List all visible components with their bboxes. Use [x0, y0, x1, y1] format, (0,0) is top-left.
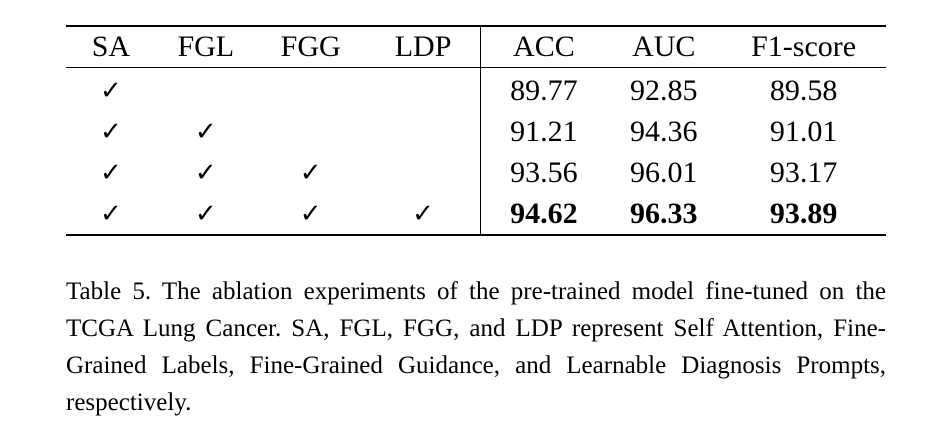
- cell-acc: 91.21: [510, 114, 578, 148]
- table-caption: Table 5. The ablation experiments of the…: [66, 278, 886, 416]
- cell-f1: 93.17: [769, 155, 838, 189]
- header-fgg: FGG: [280, 30, 341, 63]
- cell-fgl-check: ✓: [194, 116, 217, 147]
- ablation-table: SA FGL FGG LDP ACC AUC F1-score ✓ 89.77 …: [66, 25, 886, 236]
- cell-ldp-check: [365, 152, 482, 193]
- cell-fgl-check: ✓: [194, 198, 217, 229]
- cell-auc-best: 96.33: [630, 196, 698, 230]
- cell-f1: 89.58: [769, 73, 838, 107]
- cell-fgl-check: ✓: [194, 157, 217, 188]
- cell-acc: 93.56: [510, 155, 578, 189]
- header-fgl: FGL: [177, 30, 235, 63]
- table-row: ✓ 89.77 92.85 89.58: [66, 67, 886, 112]
- header-acc: ACC: [513, 30, 575, 63]
- table-header-row: SA FGL FGG LDP ACC AUC F1-score: [66, 26, 886, 68]
- cell-fgl-check: [156, 68, 256, 112]
- cell-fgg-check: [256, 111, 366, 152]
- cell-sa-check: ✓: [100, 116, 122, 147]
- cell-ldp-check: [365, 67, 482, 111]
- cell-acc: 89.77: [510, 73, 578, 107]
- cell-fgg-check: [256, 68, 366, 112]
- table-row: ✓ ✓ ✓ 93.56 96.01 93.17: [66, 152, 886, 193]
- ablation-table-container: SA FGL FGG LDP ACC AUC F1-score ✓ 89.77 …: [66, 25, 886, 236]
- cell-fgg-check: ✓: [299, 157, 322, 188]
- table-row-best: ✓ ✓ ✓ ✓ 94.62 96.33 93.89: [66, 193, 886, 235]
- cell-acc-best: 94.62: [510, 196, 578, 230]
- header-f1-score: F1-score: [751, 30, 857, 63]
- cell-sa-check: ✓: [100, 198, 122, 229]
- cell-sa-check: ✓: [100, 157, 122, 188]
- table-row: ✓ ✓ 91.21 94.36 91.01: [66, 111, 886, 152]
- header-ldp: LDP: [365, 26, 482, 68]
- cell-ldp-check: ✓: [365, 193, 482, 235]
- cell-f1-best: 93.89: [769, 196, 838, 230]
- cell-ldp-check: [365, 111, 482, 152]
- cell-f1: 91.01: [769, 114, 838, 148]
- header-sa: SA: [91, 30, 131, 63]
- cell-auc: 96.01: [630, 155, 698, 189]
- cell-fgg-check: ✓: [299, 198, 322, 229]
- cell-sa-check: ✓: [100, 75, 122, 106]
- cell-auc: 94.36: [630, 114, 698, 148]
- header-auc: AUC: [632, 30, 696, 63]
- cell-auc: 92.85: [630, 73, 698, 107]
